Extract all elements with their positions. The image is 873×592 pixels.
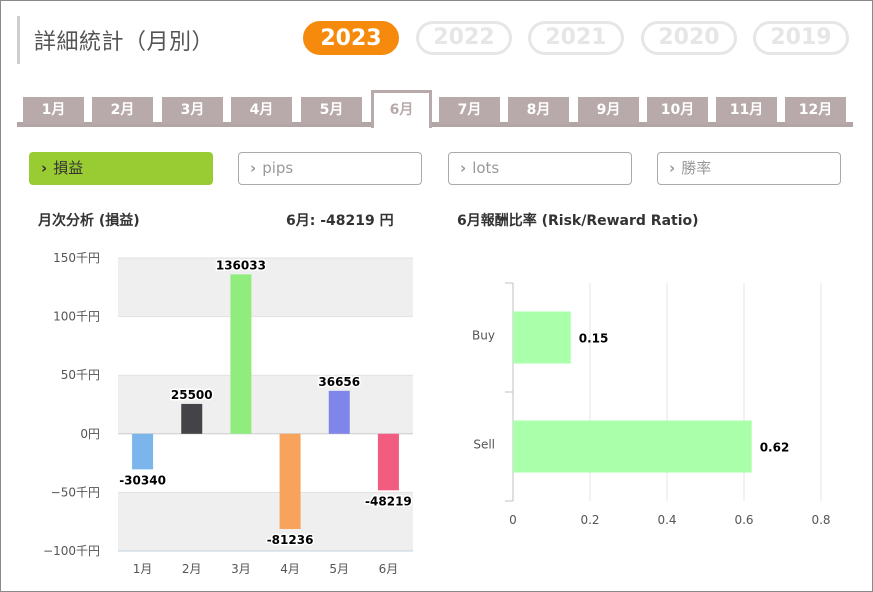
monthly-summary-value: 6月: -48219 円 <box>286 213 394 229</box>
bar-4 <box>279 433 301 530</box>
year-tab-2019[interactable]: 2019 <box>753 21 849 55</box>
y-tick-label: 150千円 <box>53 251 100 265</box>
grid-band <box>118 375 413 434</box>
chevron-right-icon: › <box>41 159 48 177</box>
year-tab-2021[interactable]: 2021 <box>528 21 624 55</box>
y-category-label: Sell <box>473 438 495 452</box>
y-tick-label: −100千円 <box>43 544 100 558</box>
bar-3 <box>230 274 252 434</box>
data-label-sell: 0.62 <box>760 441 790 455</box>
data-label-4: -81236 <box>267 533 314 547</box>
monthly-analysis-heading: 月次分析 (損益) <box>38 213 140 229</box>
x-tick-label: 0.2 <box>580 513 599 527</box>
month-tab-11[interactable]: 11月 <box>716 97 777 124</box>
chevron-right-icon: › <box>460 159 467 177</box>
y-category-label: Buy <box>472 329 495 343</box>
month-tab-4[interactable]: 4月 <box>231 97 292 124</box>
month-tab-rail <box>17 122 853 127</box>
data-label-buy: 0.15 <box>579 332 609 346</box>
month-tab-3[interactable]: 3月 <box>162 97 223 124</box>
x-tick-label: 0.6 <box>734 513 753 527</box>
bar-sell <box>513 420 752 473</box>
y-tick-label: 50千円 <box>61 368 100 382</box>
bar-buy <box>513 311 571 364</box>
data-label-3: 136033 <box>216 258 266 272</box>
x-tick-label: 1月 <box>133 562 153 576</box>
x-tick-label: 0.4 <box>657 513 676 527</box>
metric-tab-label: 勝率 <box>681 159 712 177</box>
month-tab-9[interactable]: 9月 <box>578 97 639 124</box>
month-tab-12[interactable]: 12月 <box>785 97 846 124</box>
title-bar: 詳細統計（月別） <box>17 16 260 64</box>
data-label-2: 25500 <box>171 388 213 402</box>
month-tab-5[interactable]: 5月 <box>301 97 362 124</box>
month-tab-1[interactable]: 1月 <box>23 97 84 124</box>
year-tab-2023[interactable]: 2023 <box>303 21 399 55</box>
metric-tab-winrate[interactable]: › 勝率 <box>657 152 841 185</box>
metric-tab-lots[interactable]: › lots <box>448 152 632 185</box>
month-tab-6[interactable]: 6月 <box>371 90 432 128</box>
chevron-right-icon: › <box>250 159 257 177</box>
x-tick-label: 0.8 <box>811 513 830 527</box>
x-tick-label: 2月 <box>182 562 202 576</box>
x-tick-label: 3月 <box>231 562 251 576</box>
grid-band <box>118 258 413 317</box>
grid-band <box>118 492 413 551</box>
metric-tab-profit[interactable]: › 損益 <box>29 152 213 185</box>
y-tick-label: 100千円 <box>53 310 100 324</box>
year-tab-2020[interactable]: 2020 <box>641 21 737 55</box>
metric-tab-pips[interactable]: › pips <box>238 152 422 185</box>
page-title: 詳細統計（月別） <box>34 30 215 55</box>
x-tick-label: 5月 <box>329 562 349 576</box>
x-tick-label: 6月 <box>379 562 399 576</box>
month-tab-10[interactable]: 10月 <box>647 97 708 124</box>
data-label-5: 36656 <box>318 375 360 389</box>
month-tab-7[interactable]: 7月 <box>439 97 500 124</box>
x-tick-label: 0 <box>509 513 517 527</box>
y-tick-label: 0円 <box>80 427 100 441</box>
risk-reward-heading: 6月報酬比率 (Risk/Reward Ratio) <box>457 213 699 229</box>
data-label-6: -48219 <box>365 494 412 508</box>
bar-1 <box>132 433 154 470</box>
metric-tab-label: pips <box>262 159 294 177</box>
month-tab-2[interactable]: 2月 <box>92 97 153 124</box>
year-tab-2022[interactable]: 2022 <box>416 21 512 55</box>
risk-reward-chart: 0 0.2 0.4 0.6 0.8 0.15 Buy 0.62 Sell <box>472 282 831 527</box>
month-tab-8[interactable]: 8月 <box>508 97 569 124</box>
x-tick-label: 4月 <box>280 562 300 576</box>
metric-tab-label: 損益 <box>53 159 84 177</box>
bar-6 <box>377 433 399 491</box>
data-label-1: -30340 <box>119 473 166 487</box>
y-tick-label: −50千円 <box>51 485 100 499</box>
chevron-right-icon: › <box>669 159 676 177</box>
bar-5 <box>328 390 350 434</box>
metric-tab-label: lots <box>472 159 500 177</box>
bar-2 <box>181 403 203 434</box>
monthly-profit-chart: 150千円 100千円 50千円 0円 −50千円 −100千円 -30340 1月 25500… <box>43 251 413 576</box>
